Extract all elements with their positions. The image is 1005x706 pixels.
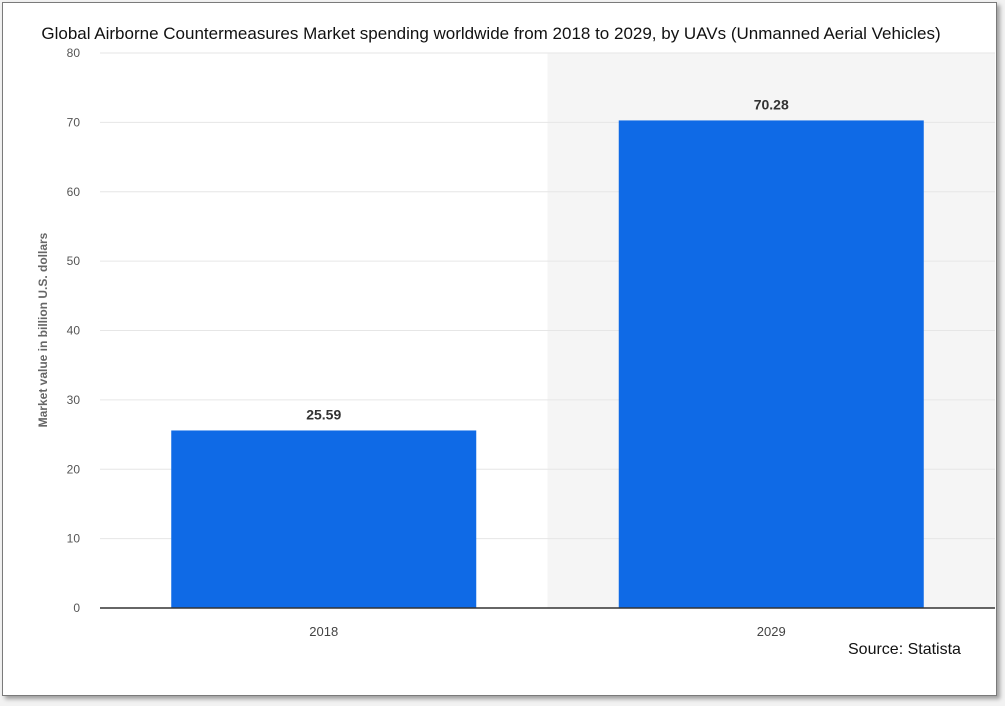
y-tick-label: 30 xyxy=(67,393,81,407)
y-tick-label: 40 xyxy=(67,324,81,338)
data-label: 70.28 xyxy=(754,96,789,112)
x-tick-label: 2018 xyxy=(309,624,338,639)
y-axis-label: Market value in billion U.S. dollars xyxy=(36,232,50,428)
y-tick-label: 50 xyxy=(67,254,81,268)
x-tick-label: 2029 xyxy=(757,624,786,639)
data-label: 25.59 xyxy=(306,406,341,422)
y-tick-label: 20 xyxy=(67,462,81,476)
chart-title: Global Airborne Countermeasures Market s… xyxy=(41,24,941,43)
y-tick-label: 70 xyxy=(67,115,81,129)
y-tick-label: 0 xyxy=(73,601,80,615)
source-note: Source: Statista xyxy=(848,641,961,658)
y-tick-label: 80 xyxy=(67,46,81,60)
bar xyxy=(618,120,924,609)
bar xyxy=(171,430,477,608)
y-tick-label: 60 xyxy=(67,185,81,199)
y-tick-label: 10 xyxy=(67,532,81,546)
